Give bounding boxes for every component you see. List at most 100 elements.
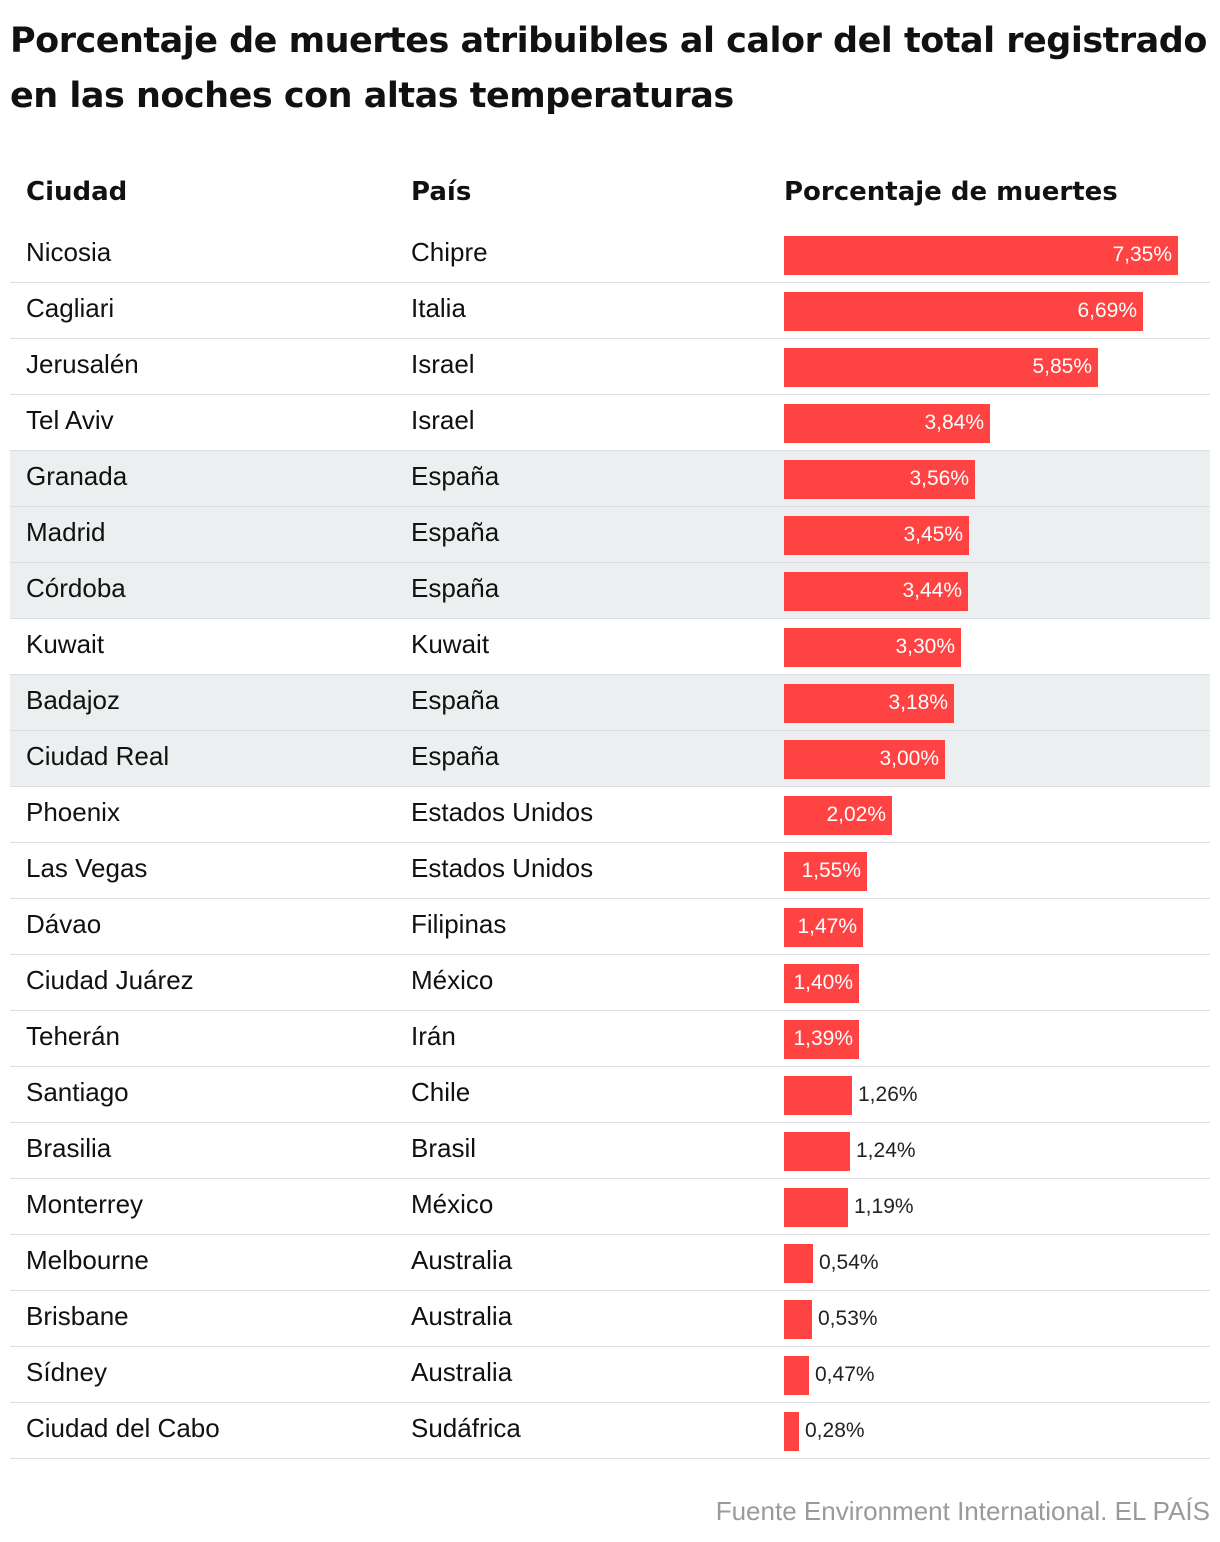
country-cell: Australia [411, 1245, 513, 1275]
table-row: Monterrey México 1,19% [10, 1179, 1210, 1235]
value-label: 1,40% [793, 971, 853, 994]
city-cell: Phoenix [26, 797, 120, 827]
row-divider [10, 1346, 1210, 1347]
value-label: 0,47% [815, 1363, 875, 1386]
city-cell: Ciudad del Cabo [26, 1413, 220, 1443]
city-cell: Las Vegas [26, 853, 148, 883]
value-label: 7,35% [1112, 243, 1172, 266]
table-row: Ciudad Real España 3,00% [10, 731, 1210, 787]
row-divider [10, 842, 1210, 843]
row-divider [10, 954, 1210, 955]
country-cell: España [411, 517, 500, 547]
value-label: 0,53% [818, 1307, 878, 1330]
percentage-bar [784, 292, 1143, 331]
table-row: Nicosia Chipre 7,35% [10, 227, 1210, 283]
value-label: 3,56% [909, 467, 969, 490]
row-divider [10, 618, 1210, 619]
value-label: 3,00% [879, 747, 939, 770]
value-label: 6,69% [1077, 299, 1137, 322]
city-cell: Córdoba [26, 573, 126, 603]
value-label: 1,47% [797, 915, 857, 938]
country-cell: Estados Unidos [411, 797, 594, 827]
table-row: Granada España 3,56% [10, 451, 1210, 507]
row-divider [10, 1402, 1210, 1403]
percentage-bar [784, 1188, 848, 1227]
row-divider [10, 1234, 1210, 1235]
percentage-bar [784, 1244, 813, 1283]
row-divider [10, 898, 1210, 899]
country-cell: Filipinas [411, 909, 507, 939]
city-cell: Ciudad Juárez [26, 965, 194, 995]
city-cell: Teherán [26, 1021, 120, 1051]
city-cell: Tel Aviv [26, 405, 114, 435]
country-cell: Israel [411, 349, 475, 379]
table-row: Ciudad Juárez México 1,40% [10, 955, 1210, 1011]
percentage-bar [784, 1300, 812, 1339]
table-row: Santiago Chile 1,26% [10, 1067, 1210, 1123]
chart-title: Porcentaje de muertes atribuibles al cal… [10, 21, 1207, 116]
table-row: Badajoz España 3,18% [10, 675, 1210, 731]
percentage-bar [784, 1356, 809, 1395]
row-divider [10, 674, 1210, 675]
country-cell: España [411, 685, 500, 715]
row-divider [10, 1290, 1210, 1291]
percentage-bar [784, 1076, 852, 1115]
value-label: 1,19% [854, 1195, 914, 1218]
table-row: Cagliari Italia 6,69% [10, 283, 1210, 339]
country-cell: Kuwait [411, 629, 490, 659]
value-label: 3,18% [888, 691, 948, 714]
row-divider [10, 338, 1210, 339]
city-cell: Nicosia [26, 237, 112, 267]
percentage-bar [784, 684, 954, 723]
column-header-percentage: Porcentaje de muertes [784, 177, 1118, 207]
city-cell: Santiago [26, 1077, 129, 1107]
table-row: Madrid España 3,45% [10, 507, 1210, 563]
percentage-bar [784, 740, 945, 779]
percentage-bar [784, 404, 990, 443]
table-row: Jerusalén Israel 5,85% [10, 339, 1210, 395]
percentage-bar [784, 1412, 799, 1451]
value-label: 1,26% [858, 1083, 918, 1106]
percentage-bar [784, 348, 1098, 387]
table-row: Phoenix Estados Unidos 2,02% [10, 787, 1210, 843]
city-cell: Melbourne [26, 1245, 149, 1275]
row-divider [10, 282, 1210, 283]
row-divider [10, 562, 1210, 563]
value-label: 1,55% [801, 859, 861, 882]
table-row: Tel Aviv Israel 3,84% [10, 395, 1210, 451]
table-row: Córdoba España 3,44% [10, 563, 1210, 619]
city-cell: Sídney [26, 1357, 107, 1387]
country-cell: Australia [411, 1357, 513, 1387]
row-divider [10, 786, 1210, 787]
percentage-bar [784, 572, 968, 611]
percentage-bar [784, 460, 975, 499]
country-cell: México [411, 965, 494, 995]
value-label: 3,45% [903, 523, 963, 546]
country-cell: Estados Unidos [411, 853, 594, 883]
city-cell: Brisbane [26, 1301, 129, 1331]
city-cell: Cagliari [26, 293, 115, 323]
percentage-bar [784, 1132, 850, 1171]
country-cell: Australia [411, 1301, 513, 1331]
country-cell: Irán [411, 1021, 456, 1051]
source-note: Fuente Environment International. EL PAÍ… [715, 1496, 1210, 1526]
country-cell: Brasil [411, 1133, 477, 1163]
percentage-bar [784, 516, 969, 555]
row-divider [10, 1178, 1210, 1179]
value-label: 2,02% [826, 803, 886, 826]
city-cell: Monterrey [26, 1189, 144, 1219]
table-row: Ciudad del Cabo Sudáfrica 0,28% [10, 1403, 1210, 1459]
city-cell: Granada [26, 461, 128, 491]
city-cell: Kuwait [26, 629, 105, 659]
value-label: 1,39% [793, 1027, 853, 1050]
percentage-bar [784, 964, 859, 1003]
percentage-bar [784, 908, 863, 947]
percentage-bar [784, 852, 867, 891]
percentage-bar [784, 796, 892, 835]
column-header-country: País [411, 177, 472, 207]
row-divider [10, 1458, 1210, 1459]
country-cell: Chipre [411, 237, 488, 267]
row-divider [10, 394, 1210, 395]
row-divider [10, 730, 1210, 731]
table-row: Las Vegas Estados Unidos 1,55% [10, 843, 1210, 899]
